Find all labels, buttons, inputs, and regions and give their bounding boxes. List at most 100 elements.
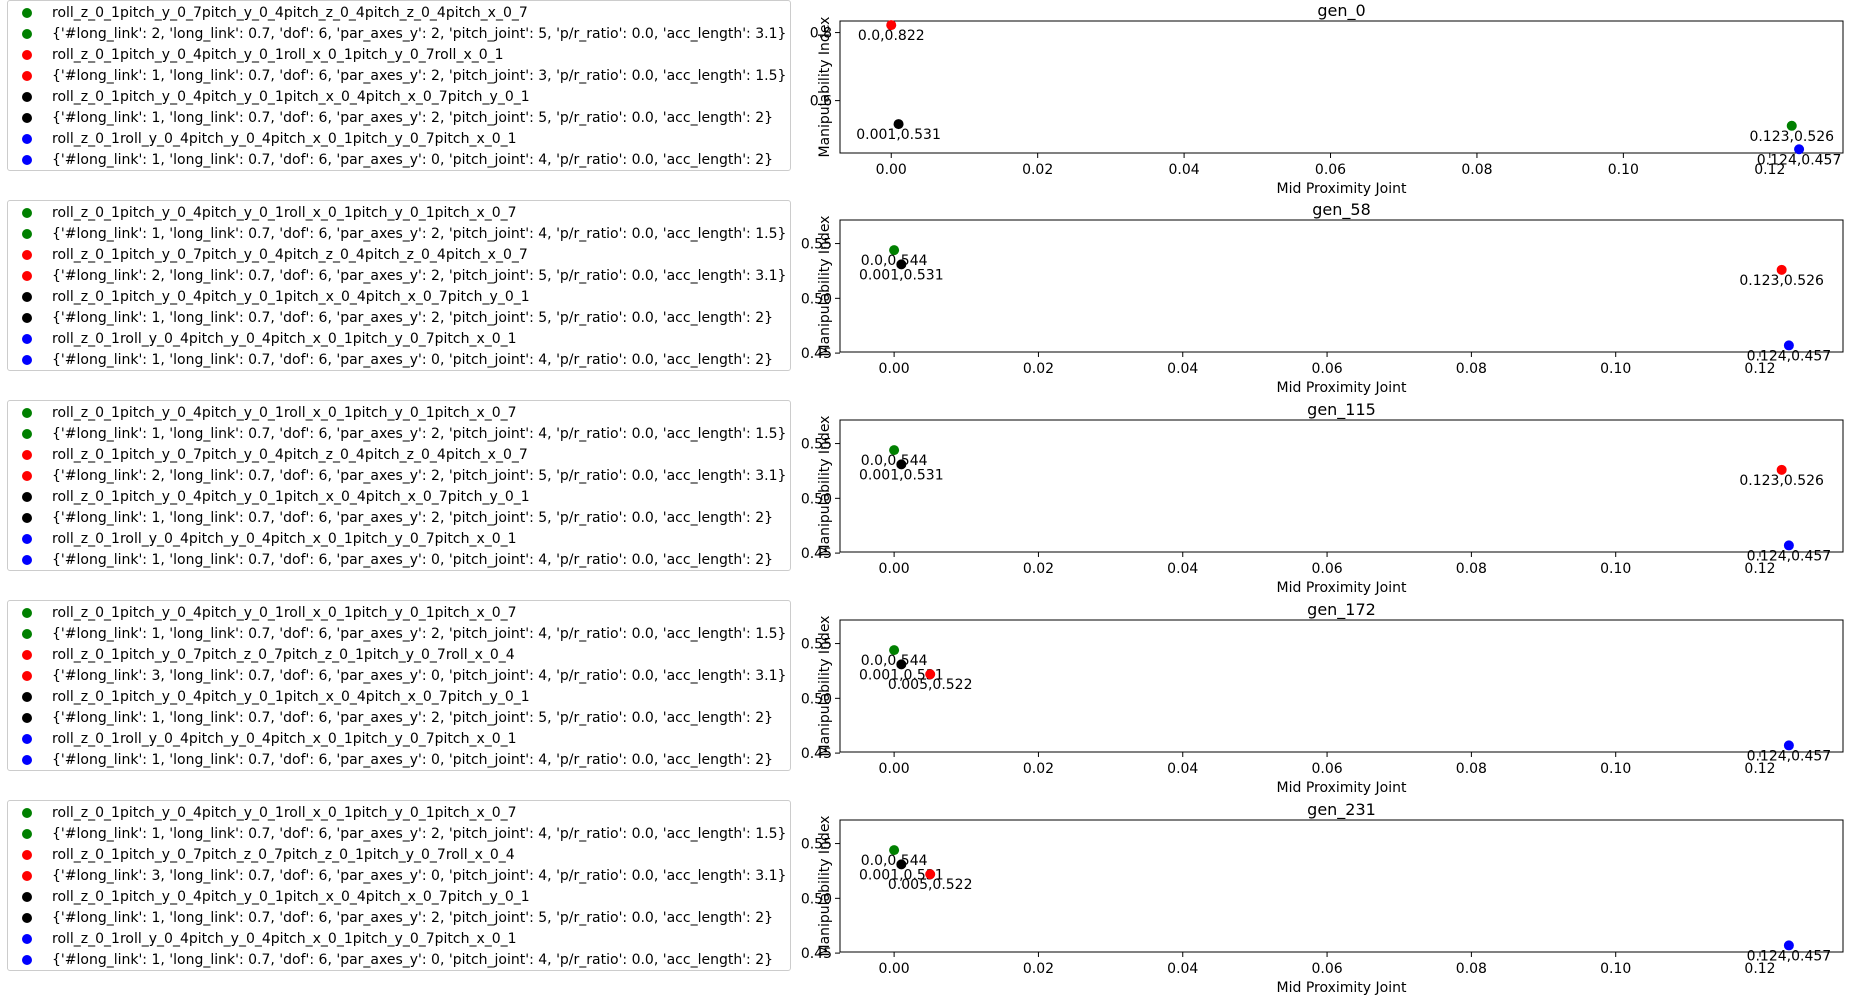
legend-entry: roll_z_0_1roll_y_0_4pitch_y_0_4pitch_x_0… (8, 529, 788, 549)
legend-marker (22, 29, 32, 39)
x-tick-label: 0.08 (1456, 961, 1487, 977)
data-point (1794, 144, 1805, 155)
y-axis-label: Manipulability Index (817, 216, 833, 357)
x-axis-label: Mid Proximity Joint (1277, 181, 1407, 197)
point-label: 0.0,0.822 (858, 28, 925, 44)
y-tick-label: 0.55 (801, 837, 832, 853)
legend-entry: roll_z_0_1roll_y_0_4pitch_y_0_4pitch_x_0… (8, 929, 788, 949)
data-point (896, 659, 907, 670)
point-label: 0.123,0.526 (1739, 473, 1824, 489)
y-tick-label: 0.8 (810, 26, 832, 42)
x-tick-label: 0.02 (1023, 561, 1054, 577)
legend-entry: roll_z_0_1pitch_y_0_7pitch_y_0_4pitch_z_… (8, 245, 788, 265)
legend-label: {'#long_link': 1, 'long_link': 0.7, 'dof… (52, 110, 774, 126)
legend-entry: roll_z_0_1pitch_y_0_4pitch_y_0_1pitch_x_… (8, 287, 788, 307)
x-tick-label: 0.00 (879, 361, 910, 377)
x-tick-label: 0.12 (1744, 761, 1775, 777)
legend-entry: roll_z_0_1pitch_y_0_4pitch_y_0_1pitch_x_… (8, 87, 788, 107)
x-tick-label: 0.12 (1744, 561, 1775, 577)
data-point (1776, 264, 1787, 275)
point-label: 0.123,0.526 (1739, 273, 1824, 289)
legend-label: {'#long_link': 1, 'long_link': 0.7, 'dof… (52, 352, 774, 368)
legend-marker (22, 692, 32, 702)
legend-marker (22, 734, 32, 744)
legend-marker (22, 134, 32, 144)
legend-label: roll_z_0_1pitch_y_0_4pitch_y_0_1roll_x_0… (52, 605, 517, 621)
data-point (1783, 340, 1794, 351)
legend-marker (22, 334, 32, 344)
legend-label: roll_z_0_1pitch_y_0_7pitch_z_0_7pitch_z_… (52, 847, 515, 863)
legend-entry: {'#long_link': 3, 'long_link': 0.7, 'dof… (8, 866, 788, 886)
point-label: 0.124,0.457 (1747, 748, 1832, 764)
legend-label: {'#long_link': 2, 'long_link': 0.7, 'dof… (52, 26, 787, 42)
point-label: 0.124,0.457 (1747, 948, 1832, 964)
legend-marker (22, 471, 32, 481)
data-point (889, 845, 900, 856)
legend-label: roll_z_0_1pitch_y_0_4pitch_y_0_1pitch_x_… (52, 89, 530, 105)
legend-marker (22, 934, 32, 944)
data-point (896, 259, 907, 270)
legend-marker (22, 429, 32, 439)
legend-marker (22, 808, 32, 818)
legend-marker (22, 92, 32, 102)
x-tick-label: 0.00 (879, 761, 910, 777)
legend-entry: roll_z_0_1pitch_y_0_4pitch_y_0_1pitch_x_… (8, 687, 788, 707)
legend-box: roll_z_0_1pitch_y_0_4pitch_y_0_1roll_x_0… (7, 800, 791, 971)
point-label: 0.124,0.457 (1757, 152, 1842, 168)
legend-label: roll_z_0_1pitch_y_0_7pitch_y_0_4pitch_z_… (52, 247, 528, 263)
y-tick-label: 0.50 (801, 891, 832, 907)
legend-label: roll_z_0_1roll_y_0_4pitch_y_0_4pitch_x_0… (52, 331, 517, 347)
x-tick-label: 0.04 (1167, 361, 1198, 377)
legend-label: {'#long_link': 1, 'long_link': 0.7, 'dof… (52, 910, 774, 926)
legend-label: {'#long_link': 1, 'long_link': 0.7, 'dof… (52, 226, 787, 242)
legend-label: roll_z_0_1roll_y_0_4pitch_y_0_4pitch_x_0… (52, 731, 517, 747)
legend-marker (22, 913, 32, 923)
data-point (925, 869, 936, 880)
y-tick-label: 0.6 (810, 94, 832, 110)
x-axis-label: Mid Proximity Joint (1277, 580, 1407, 596)
x-tick-label: 0.00 (876, 162, 907, 178)
legend-label: roll_z_0_1pitch_y_0_4pitch_y_0_1pitch_x_… (52, 289, 530, 305)
data-point (1783, 540, 1794, 551)
legend-marker (22, 892, 32, 902)
legend-entry: {'#long_link': 2, 'long_link': 0.7, 'dof… (8, 466, 788, 486)
x-tick-label: 0.10 (1600, 961, 1631, 977)
legend-marker (22, 513, 32, 523)
x-tick-label: 0.02 (1023, 761, 1054, 777)
legend-entry: {'#long_link': 1, 'long_link': 0.7, 'dof… (8, 708, 788, 728)
legend-marker (22, 292, 32, 302)
legend-entry: {'#long_link': 1, 'long_link': 0.7, 'dof… (8, 550, 788, 570)
legend-label: roll_z_0_1pitch_y_0_4pitch_y_0_1pitch_x_… (52, 689, 530, 705)
y-tick-label: 0.50 (801, 491, 832, 507)
x-tick-label: 0.00 (879, 961, 910, 977)
legend-marker (22, 71, 32, 81)
data-point (1786, 120, 1797, 131)
point-label: 0.005,0.522 (888, 877, 973, 893)
y-tick-label: 0.45 (801, 346, 832, 362)
data-point (889, 245, 900, 256)
legend-label: {'#long_link': 3, 'long_link': 0.7, 'dof… (52, 868, 787, 884)
legend-entry: {'#long_link': 1, 'long_link': 0.7, 'dof… (8, 424, 788, 444)
x-tick-label: 0.10 (1600, 761, 1631, 777)
legend-entry: {'#long_link': 1, 'long_link': 0.7, 'dof… (8, 350, 788, 370)
x-axis-label: Mid Proximity Joint (1277, 980, 1407, 996)
point-label: 0.0,0.544 (861, 653, 928, 669)
chart-title: gen_172 (1307, 600, 1376, 620)
legend-entry: roll_z_0_1roll_y_0_4pitch_y_0_4pitch_x_0… (8, 329, 788, 349)
legend-entry: {'#long_link': 3, 'long_link': 0.7, 'dof… (8, 666, 788, 686)
point-label: 0.0,0.544 (861, 253, 928, 269)
legend-label: roll_z_0_1pitch_y_0_4pitch_y_0_1roll_x_0… (52, 805, 517, 821)
legend-marker (22, 629, 32, 639)
y-tick-label: 0.45 (801, 746, 832, 762)
legend-marker (22, 492, 32, 502)
legend-label: {'#long_link': 1, 'long_link': 0.7, 'dof… (52, 510, 774, 526)
legend-label: {'#long_link': 1, 'long_link': 0.7, 'dof… (52, 68, 787, 84)
legend-label: {'#long_link': 2, 'long_link': 0.7, 'dof… (52, 468, 787, 484)
x-tick-label: 0.12 (1744, 361, 1775, 377)
plot-frame (839, 619, 1844, 753)
legend-marker (22, 534, 32, 544)
y-tick-label: 0.50 (801, 291, 832, 307)
legend-marker (22, 229, 32, 239)
legend-label: {'#long_link': 1, 'long_link': 0.7, 'dof… (52, 310, 774, 326)
